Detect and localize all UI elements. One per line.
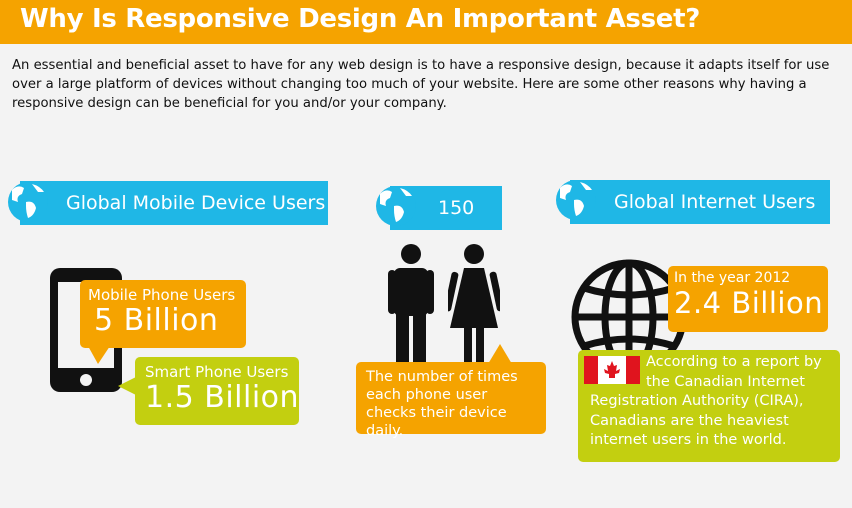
woman-icon bbox=[448, 244, 500, 368]
mobile-users-banner: Global Mobile Device Users bbox=[20, 181, 328, 225]
globe-icon bbox=[8, 182, 48, 222]
smart-users-label: Smart Phone Users bbox=[145, 363, 289, 381]
smart-users-value: 1.5 Billion bbox=[145, 380, 300, 415]
man-icon bbox=[388, 244, 434, 368]
mobile-bubble-pointer bbox=[88, 346, 110, 364]
mobile-users-label: Mobile Phone Users bbox=[88, 286, 236, 304]
canada-flag-icon bbox=[584, 356, 640, 384]
globe-icon bbox=[376, 186, 416, 226]
intro-paragraph: An essential and beneficial asset to hav… bbox=[12, 58, 830, 111]
internet-users-banner: Global Internet Users bbox=[570, 180, 830, 224]
checks-caption: The number of times each phone user chec… bbox=[366, 369, 518, 439]
checks-caption-bubble: The number of times each phone user chec… bbox=[356, 362, 546, 439]
report-text: According to a report by the Canadian In… bbox=[590, 354, 822, 448]
page-title: Why Is Responsive Design An Important As… bbox=[20, 4, 701, 34]
year-value: 2.4 Billion bbox=[674, 286, 824, 320]
globe-icon bbox=[556, 180, 596, 220]
mobile-users-bubble: Mobile Phone Users 5 Billion bbox=[80, 280, 246, 348]
smart-bubble-pointer bbox=[118, 376, 138, 396]
title-bar bbox=[0, 0, 852, 44]
mobile-users-banner-label: Global Mobile Device Users bbox=[66, 192, 326, 214]
checks-bubble-pointer bbox=[488, 344, 512, 364]
year-label: In the year 2012 bbox=[674, 270, 791, 286]
checks-banner-value: 150 bbox=[438, 197, 475, 219]
year-bubble: In the year 2012 2.4 Billion bbox=[668, 266, 828, 332]
smart-users-bubble: Smart Phone Users 1.5 Billion bbox=[135, 357, 299, 425]
mobile-users-value: 5 Billion bbox=[94, 303, 219, 338]
internet-users-banner-label: Global Internet Users bbox=[614, 191, 816, 213]
